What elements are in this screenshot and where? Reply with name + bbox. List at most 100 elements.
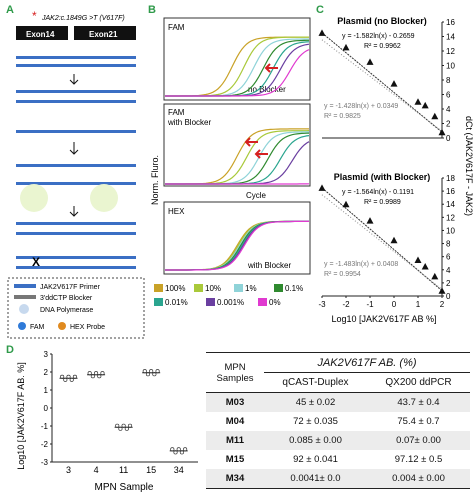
y-tick-label: 0 bbox=[446, 134, 451, 143]
data-point bbox=[431, 273, 438, 280]
x-tick-label: 0 bbox=[392, 300, 397, 309]
amplification-plots: Norm. Fluro. FAM no Blocker FAM with Blo… bbox=[150, 16, 312, 326]
dna-strand-group: X bbox=[16, 56, 136, 269]
plot-title: Plasmid (with Blocker) bbox=[334, 172, 431, 182]
y-tick-label: -3 bbox=[41, 458, 49, 467]
ddpcr-cell: 0.004 ± 0.00 bbox=[367, 469, 470, 489]
legend-label: 0.001% bbox=[217, 298, 244, 307]
r2-main: R² = 0.9989 bbox=[364, 199, 401, 206]
exon14-label: Exon14 bbox=[26, 30, 55, 39]
arrow-down-icon bbox=[70, 206, 78, 216]
x-tick-label: -3 bbox=[318, 300, 326, 309]
y-tick-label: 1 bbox=[44, 386, 49, 395]
blocker-legend-icon bbox=[14, 295, 36, 299]
y-tick-label: 2 bbox=[446, 120, 451, 129]
sample-cell: M15 bbox=[206, 450, 264, 469]
legend-swatch bbox=[154, 284, 163, 292]
regression-plots: dCt (JAK2V617F - JAK2) Log10 [JAK2V617F … bbox=[312, 16, 474, 326]
sample-cell: M04 bbox=[206, 412, 264, 431]
x-tick-label: 15 bbox=[146, 465, 156, 475]
data-point bbox=[343, 201, 350, 208]
data-point bbox=[367, 217, 374, 224]
arrow-down-icon bbox=[70, 142, 78, 154]
panel-d: Log10 [JAK2V617F AB. %] MPN Sample -3-2-… bbox=[14, 350, 204, 494]
y-tick-label: 10 bbox=[446, 226, 455, 235]
y-tick-label: 2 bbox=[44, 368, 49, 377]
legend-polymerase: DNA Polymerase bbox=[40, 307, 93, 314]
legend-swatch bbox=[258, 298, 267, 306]
panel-label-b: B bbox=[148, 4, 156, 16]
legend-label: 0.01% bbox=[165, 298, 188, 307]
y-tick-label: 0 bbox=[446, 292, 451, 301]
mutation-star-icon: * bbox=[32, 9, 37, 23]
data-point bbox=[415, 98, 422, 105]
arrow-down-icon bbox=[70, 74, 78, 84]
y-tick-label: 14 bbox=[446, 33, 455, 42]
data-point bbox=[415, 256, 422, 263]
data-point bbox=[391, 80, 398, 87]
y-tick-label: 16 bbox=[446, 187, 455, 196]
col-ddpcr: QX200 ddPCR bbox=[367, 373, 470, 393]
r2-gray: R² = 0.9825 bbox=[324, 113, 361, 120]
legend-label: 100% bbox=[165, 284, 185, 293]
equation-main: y = -1.564ln(x) - 0.1191 bbox=[342, 189, 414, 196]
hex-probe-icon bbox=[58, 322, 66, 330]
y-tick-label: 8 bbox=[446, 76, 451, 85]
equation-main: y = -1.582ln(x) - 0.2659 bbox=[342, 33, 415, 40]
hex-label: HEX bbox=[168, 207, 185, 216]
polymerase-icon bbox=[19, 304, 29, 314]
panel-a: * JAK2:c.1849G >T (V617F) Exon14 Exon21 … bbox=[4, 4, 146, 340]
fam-label: FAM bbox=[168, 23, 185, 32]
x-tick-label: -2 bbox=[342, 300, 350, 309]
ddpcr-cell: 43.7 ± 0.4 bbox=[367, 393, 470, 413]
with-blocker-label: with Blocker bbox=[247, 261, 291, 270]
equation-gray: y = -1.483ln(x) + 0.0408 bbox=[324, 261, 398, 268]
y-tick-label: 16 bbox=[446, 18, 455, 27]
data-point bbox=[343, 44, 350, 51]
r2-main: R² = 0.9962 bbox=[364, 43, 401, 50]
data-point bbox=[422, 263, 429, 270]
legend-label: 0% bbox=[269, 298, 281, 307]
y-tick-label: 6 bbox=[446, 91, 451, 100]
panel-c: dCt (JAK2V617F - JAK2) Log10 [JAK2V617F … bbox=[312, 16, 474, 326]
panel-b-legend: 100%10%1%0.1%0.01%0.001%0% bbox=[154, 284, 303, 307]
data-point bbox=[367, 58, 374, 65]
legend-swatch bbox=[154, 298, 163, 306]
mpn-scatter: Log10 [JAK2V617F AB. %] MPN Sample -3-2-… bbox=[14, 350, 204, 494]
col-qcast: qCAST-Duplex bbox=[264, 373, 367, 393]
ddpcr-cell: 75.4 ± 0.7 bbox=[367, 412, 470, 431]
panel-c-xlabel: Log10 [JAK2V617F AB %] bbox=[331, 314, 436, 324]
qcast-cell: 0.085 ± 0.00 bbox=[264, 431, 367, 450]
legend-primer: JAK2V617F Primer bbox=[40, 284, 101, 291]
fam-with-blocker-label-1: FAM bbox=[168, 108, 185, 117]
panel-label-d: D bbox=[6, 344, 14, 356]
y-tick-label: 12 bbox=[446, 213, 455, 222]
legend-swatch bbox=[234, 284, 243, 292]
ddpcr-cell: 0.07± 0.00 bbox=[367, 431, 470, 450]
ddpcr-cell: 97.12 ± 0.5 bbox=[367, 450, 470, 469]
data-point bbox=[391, 237, 398, 244]
qcast-cell: 45 ± 0.02 bbox=[264, 393, 367, 413]
plot-title: Plasmid (no Blocker) bbox=[337, 16, 427, 26]
plot-fam-no-blocker bbox=[164, 18, 310, 100]
y-tick-label: 8 bbox=[446, 240, 451, 249]
sample-cell: M11 bbox=[206, 431, 264, 450]
legend-blocker: 3'ddCTP Blocker bbox=[40, 295, 93, 302]
fam-probe-icon bbox=[18, 322, 26, 330]
x-tick-label: 34 bbox=[174, 465, 184, 475]
y-tick-label: 14 bbox=[446, 200, 455, 209]
y-tick-label: 4 bbox=[446, 105, 451, 114]
legend-fam: FAM bbox=[30, 324, 45, 331]
legend-hex: HEX Probe bbox=[70, 324, 105, 331]
sample-cell: M03 bbox=[206, 393, 264, 413]
table-title: JAK2V617F AB. (%) bbox=[264, 353, 470, 373]
panel-d-xlabel: MPN Sample bbox=[95, 482, 154, 493]
legend-swatch bbox=[194, 284, 203, 292]
data-point bbox=[431, 113, 438, 120]
sample-cell: M34 bbox=[206, 469, 264, 489]
y-tick-label: 0 bbox=[44, 404, 49, 413]
